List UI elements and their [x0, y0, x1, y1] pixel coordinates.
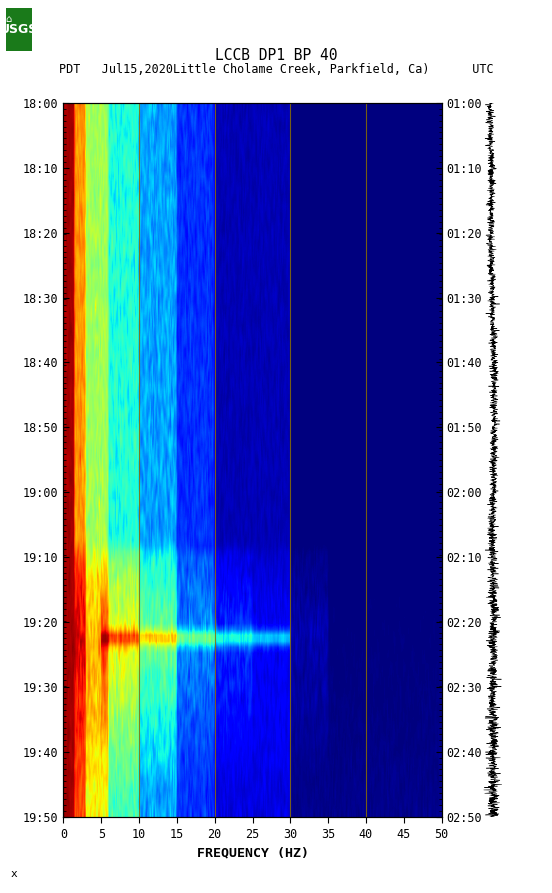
- X-axis label: FREQUENCY (HZ): FREQUENCY (HZ): [197, 846, 309, 859]
- Text: PDT   Jul15,2020Little Cholame Creek, Parkfield, Ca)      UTC: PDT Jul15,2020Little Cholame Creek, Park…: [59, 63, 493, 76]
- Text: USGS: USGS: [0, 23, 38, 36]
- Text: x: x: [11, 869, 18, 879]
- Text: ⌂: ⌂: [6, 13, 12, 24]
- FancyBboxPatch shape: [6, 8, 32, 51]
- Text: LCCB DP1 BP 40: LCCB DP1 BP 40: [215, 48, 337, 63]
